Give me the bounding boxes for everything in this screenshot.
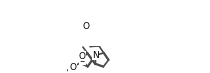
Text: N: N (92, 51, 99, 60)
Text: S: S (80, 55, 85, 64)
Text: O: O (69, 63, 76, 72)
Text: O: O (78, 52, 85, 61)
Text: O: O (82, 22, 89, 31)
